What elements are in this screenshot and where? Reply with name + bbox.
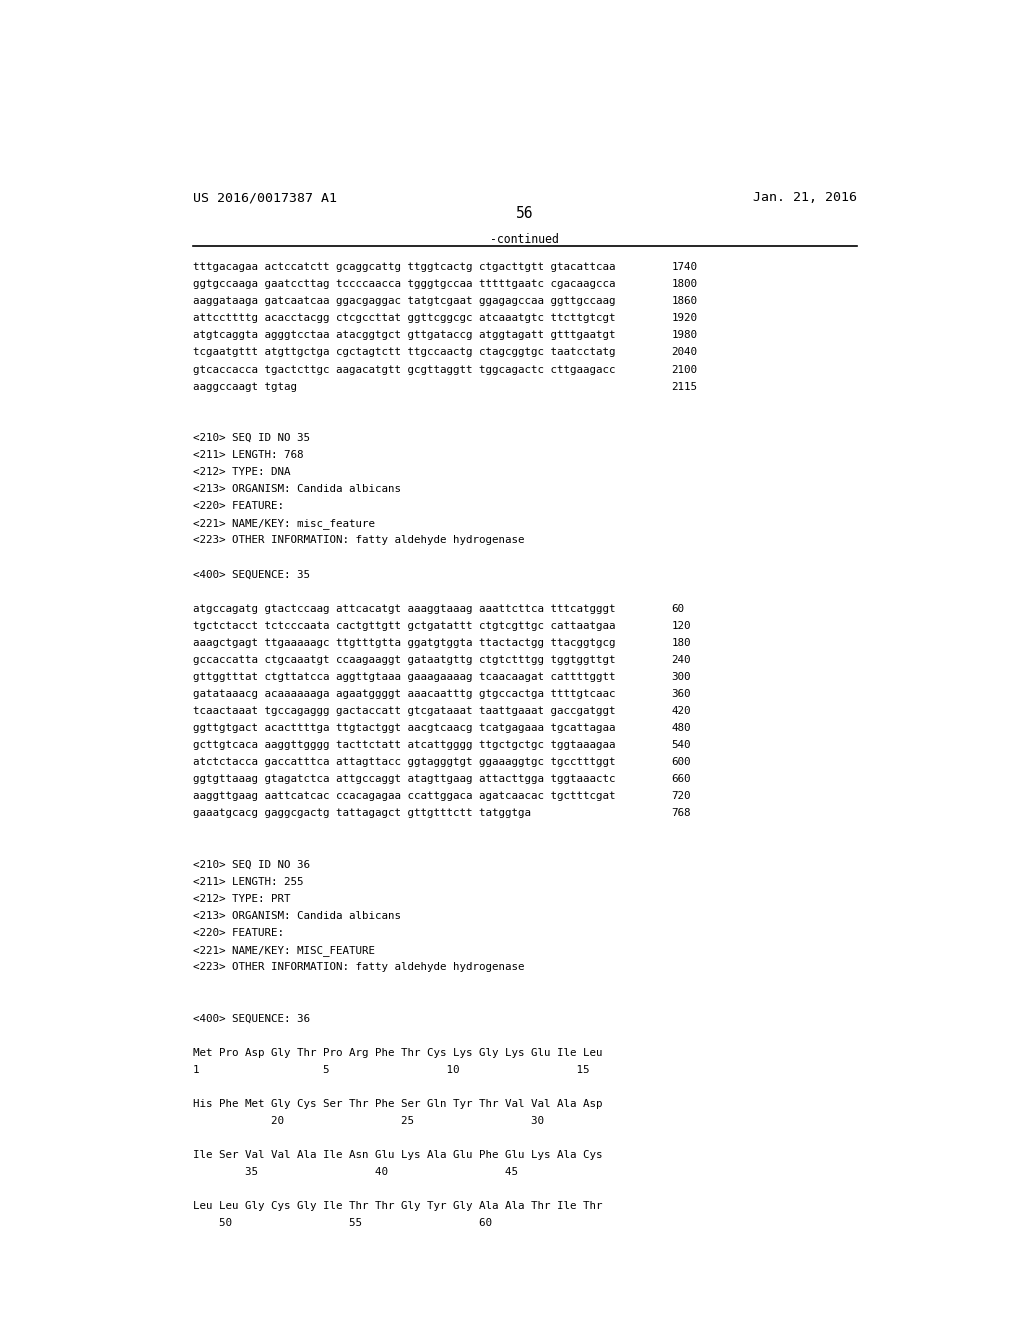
Text: gcttgtcaca aaggttgggg tacttctatt atcattgggg ttgctgctgc tggtaaagaa: gcttgtcaca aaggttgggg tacttctatt atcattg… <box>194 741 615 750</box>
Text: 2100: 2100 <box>672 364 697 375</box>
Text: 1                   5                  10                  15: 1 5 10 15 <box>194 1065 590 1074</box>
Text: gtcaccacca tgactcttgc aagacatgtt gcgttaggtt tggcagactc cttgaagacc: gtcaccacca tgactcttgc aagacatgtt gcgttag… <box>194 364 615 375</box>
Text: 56: 56 <box>516 206 534 220</box>
Text: tcaactaaat tgccagaggg gactaccatt gtcgataaat taattgaaat gaccgatggt: tcaactaaat tgccagaggg gactaccatt gtcgata… <box>194 706 615 715</box>
Text: Leu Leu Gly Cys Gly Ile Thr Thr Gly Tyr Gly Ala Ala Thr Ile Thr: Leu Leu Gly Cys Gly Ile Thr Thr Gly Tyr … <box>194 1201 602 1212</box>
Text: 20                  25                  30: 20 25 30 <box>194 1115 544 1126</box>
Text: 600: 600 <box>672 758 691 767</box>
Text: tcgaatgttt atgttgctga cgctagtctt ttgccaactg ctagcggtgc taatcctatg: tcgaatgttt atgttgctga cgctagtctt ttgccaa… <box>194 347 615 358</box>
Text: <223> OTHER INFORMATION: fatty aldehyde hydrogenase: <223> OTHER INFORMATION: fatty aldehyde … <box>194 536 524 545</box>
Text: 1920: 1920 <box>672 313 697 323</box>
Text: gttggtttat ctgttatcca aggttgtaaa gaaagaaaag tcaacaagat cattttggtt: gttggtttat ctgttatcca aggttgtaaa gaaagaa… <box>194 672 615 682</box>
Text: 480: 480 <box>672 723 691 733</box>
Text: tttgacagaa actccatctt gcaggcattg ttggtcactg ctgacttgtt gtacattcaa: tttgacagaa actccatctt gcaggcattg ttggtca… <box>194 263 615 272</box>
Text: Ile Ser Val Val Ala Ile Asn Glu Lys Ala Glu Phe Glu Lys Ala Cys: Ile Ser Val Val Ala Ile Asn Glu Lys Ala … <box>194 1150 602 1160</box>
Text: gccaccatta ctgcaaatgt ccaagaaggt gataatgttg ctgtctttgg tggtggttgt: gccaccatta ctgcaaatgt ccaagaaggt gataatg… <box>194 655 615 665</box>
Text: aaggttgaag aattcatcac ccacagagaa ccattggaca agatcaacac tgctttcgat: aaggttgaag aattcatcac ccacagagaa ccattgg… <box>194 792 615 801</box>
Text: 540: 540 <box>672 741 691 750</box>
Text: atctctacca gaccatttca attagttacc ggtagggtgt ggaaaggtgc tgcctttggt: atctctacca gaccatttca attagttacc ggtaggg… <box>194 758 615 767</box>
Text: attccttttg acacctacgg ctcgccttat ggttcggcgc atcaaatgtc ttcttgtcgt: attccttttg acacctacgg ctcgccttat ggttcgg… <box>194 313 615 323</box>
Text: 2115: 2115 <box>672 381 697 392</box>
Text: <213> ORGANISM: Candida albicans: <213> ORGANISM: Candida albicans <box>194 484 401 494</box>
Text: 1740: 1740 <box>672 263 697 272</box>
Text: US 2016/0017387 A1: US 2016/0017387 A1 <box>194 191 337 205</box>
Text: <213> ORGANISM: Candida albicans: <213> ORGANISM: Candida albicans <box>194 911 401 921</box>
Text: atgtcaggta agggtcctaa atacggtgct gttgataccg atggtagatt gtttgaatgt: atgtcaggta agggtcctaa atacggtgct gttgata… <box>194 330 615 341</box>
Text: -continued: -continued <box>490 234 559 246</box>
Text: gaaatgcacg gaggcgactg tattagagct gttgtttctt tatggtga: gaaatgcacg gaggcgactg tattagagct gttgttt… <box>194 808 531 818</box>
Text: 768: 768 <box>672 808 691 818</box>
Text: <400> SEQUENCE: 35: <400> SEQUENCE: 35 <box>194 569 310 579</box>
Text: 300: 300 <box>672 672 691 682</box>
Text: 1980: 1980 <box>672 330 697 341</box>
Text: 660: 660 <box>672 775 691 784</box>
Text: atgccagatg gtactccaag attcacatgt aaaggtaaag aaattcttca tttcatgggt: atgccagatg gtactccaag attcacatgt aaaggta… <box>194 603 615 614</box>
Text: <212> TYPE: PRT: <212> TYPE: PRT <box>194 894 291 904</box>
Text: ggtgccaaga gaatccttag tccccaacca tgggtgccaa tttttgaatc cgacaagcca: ggtgccaaga gaatccttag tccccaacca tgggtgc… <box>194 279 615 289</box>
Text: 2040: 2040 <box>672 347 697 358</box>
Text: 180: 180 <box>672 638 691 648</box>
Text: <220> FEATURE:: <220> FEATURE: <box>194 928 284 939</box>
Text: 360: 360 <box>672 689 691 700</box>
Text: <221> NAME/KEY: misc_feature: <221> NAME/KEY: misc_feature <box>194 519 375 529</box>
Text: 120: 120 <box>672 620 691 631</box>
Text: <400> SEQUENCE: 36: <400> SEQUENCE: 36 <box>194 1014 310 1023</box>
Text: 240: 240 <box>672 655 691 665</box>
Text: 60: 60 <box>672 603 685 614</box>
Text: 1860: 1860 <box>672 296 697 306</box>
Text: ggttgtgact acacttttga ttgtactggt aacgtcaacg tcatgagaaa tgcattagaa: ggttgtgact acacttttga ttgtactggt aacgtca… <box>194 723 615 733</box>
Text: tgctctacct tctcccaata cactgttgtt gctgatattt ctgtcgttgc cattaatgaa: tgctctacct tctcccaata cactgttgtt gctgata… <box>194 620 615 631</box>
Text: 720: 720 <box>672 792 691 801</box>
Text: Jan. 21, 2016: Jan. 21, 2016 <box>753 191 856 205</box>
Text: aaagctgagt ttgaaaaagc ttgtttgtta ggatgtggta ttactactgg ttacggtgcg: aaagctgagt ttgaaaaagc ttgtttgtta ggatgtg… <box>194 638 615 648</box>
Text: <210> SEQ ID NO 36: <210> SEQ ID NO 36 <box>194 859 310 870</box>
Text: <212> TYPE: DNA: <212> TYPE: DNA <box>194 467 291 477</box>
Text: aaggataaga gatcaatcaa ggacgaggac tatgtcgaat ggagagccaa ggttgccaag: aaggataaga gatcaatcaa ggacgaggac tatgtcg… <box>194 296 615 306</box>
Text: 50                  55                  60: 50 55 60 <box>194 1218 493 1229</box>
Text: <210> SEQ ID NO 35: <210> SEQ ID NO 35 <box>194 433 310 442</box>
Text: Met Pro Asp Gly Thr Pro Arg Phe Thr Cys Lys Gly Lys Glu Ile Leu: Met Pro Asp Gly Thr Pro Arg Phe Thr Cys … <box>194 1048 602 1057</box>
Text: <211> LENGTH: 255: <211> LENGTH: 255 <box>194 876 303 887</box>
Text: gatataaacg acaaaaaaga agaatggggt aaacaatttg gtgccactga ttttgtcaac: gatataaacg acaaaaaaga agaatggggt aaacaat… <box>194 689 615 700</box>
Text: <223> OTHER INFORMATION: fatty aldehyde hydrogenase: <223> OTHER INFORMATION: fatty aldehyde … <box>194 962 524 972</box>
Text: His Phe Met Gly Cys Ser Thr Phe Ser Gln Tyr Thr Val Val Ala Asp: His Phe Met Gly Cys Ser Thr Phe Ser Gln … <box>194 1098 602 1109</box>
Text: <220> FEATURE:: <220> FEATURE: <box>194 502 284 511</box>
Text: <221> NAME/KEY: MISC_FEATURE: <221> NAME/KEY: MISC_FEATURE <box>194 945 375 956</box>
Text: 420: 420 <box>672 706 691 715</box>
Text: 1800: 1800 <box>672 279 697 289</box>
Text: aaggccaagt tgtag: aaggccaagt tgtag <box>194 381 297 392</box>
Text: 35                  40                  45: 35 40 45 <box>194 1167 518 1177</box>
Text: <211> LENGTH: 768: <211> LENGTH: 768 <box>194 450 303 459</box>
Text: ggtgttaaag gtagatctca attgccaggt atagttgaag attacttgga tggtaaactc: ggtgttaaag gtagatctca attgccaggt atagttg… <box>194 775 615 784</box>
